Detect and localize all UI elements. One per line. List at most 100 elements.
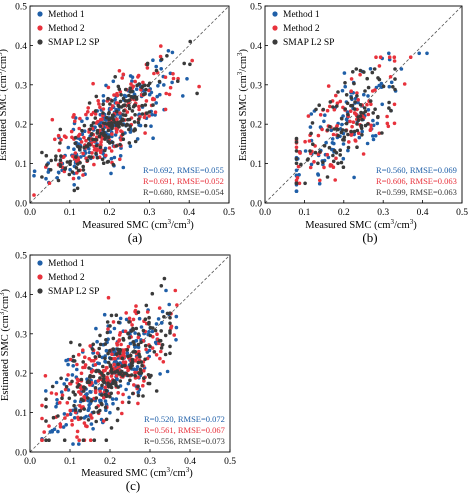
scatter-point bbox=[50, 428, 54, 433]
scatter-point bbox=[114, 130, 119, 134]
y-tick-label: 0.5 bbox=[250, 3, 262, 13]
scatter-point bbox=[359, 123, 364, 128]
scatter-point bbox=[82, 135, 86, 140]
scatter-point bbox=[139, 325, 144, 329]
scatter-point bbox=[118, 111, 122, 115]
x-tick-label: 0.3 bbox=[144, 457, 156, 467]
scatter-point bbox=[106, 383, 111, 387]
legend: Method 1 Method 2 SMAP L2 SP bbox=[37, 10, 99, 48]
scatter-point bbox=[163, 333, 168, 338]
scatter-point bbox=[79, 140, 84, 144]
scatter-point bbox=[378, 55, 383, 59]
scatter-point bbox=[90, 132, 94, 136]
scatter-point bbox=[79, 392, 83, 396]
scatter-point bbox=[145, 66, 150, 70]
scatter-point bbox=[133, 139, 138, 144]
scatter-point bbox=[44, 419, 48, 423]
scatter-point bbox=[128, 124, 132, 128]
legend-label: Method 2 bbox=[283, 24, 320, 34]
scatter-point bbox=[341, 114, 345, 118]
scatter-point bbox=[127, 127, 131, 132]
scatter-point bbox=[120, 411, 124, 416]
scatter-point bbox=[60, 393, 65, 398]
scatter-point bbox=[345, 101, 350, 106]
points-group bbox=[32, 39, 201, 197]
scatter-point bbox=[100, 157, 105, 162]
scatter-point bbox=[68, 167, 72, 172]
scatter-point bbox=[168, 315, 172, 320]
scatter-point bbox=[105, 320, 110, 324]
scatter-point bbox=[322, 119, 326, 124]
scatter-point bbox=[371, 111, 376, 115]
scatter-point bbox=[90, 151, 94, 155]
scatter-point bbox=[141, 328, 146, 333]
scatter-point bbox=[71, 364, 75, 368]
scatter-point bbox=[147, 348, 152, 353]
scatter-point bbox=[327, 145, 332, 150]
scatter-point bbox=[371, 118, 375, 123]
legend-marker bbox=[37, 288, 43, 294]
scatter-point bbox=[66, 388, 71, 392]
scatter-point bbox=[58, 400, 62, 405]
scatter-point bbox=[188, 62, 192, 67]
scatter-point bbox=[110, 352, 114, 357]
scatter-point bbox=[81, 365, 85, 370]
scatter-point bbox=[190, 58, 194, 63]
scatter-point bbox=[154, 322, 159, 326]
scatter-point bbox=[316, 173, 321, 177]
scatter-point bbox=[81, 360, 85, 364]
scatter-point bbox=[106, 360, 111, 365]
scatter-point bbox=[303, 149, 308, 153]
scatter-point bbox=[130, 360, 134, 365]
scatter-point bbox=[85, 116, 89, 121]
scatter-point bbox=[72, 113, 76, 117]
scatter-point bbox=[116, 320, 121, 325]
scatter-point bbox=[127, 98, 132, 102]
scatter-point bbox=[65, 160, 70, 164]
scatter-point bbox=[377, 64, 382, 68]
scatter-point bbox=[308, 165, 313, 170]
scatter-point bbox=[88, 375, 92, 379]
scatter-point bbox=[314, 107, 318, 112]
scatter-point bbox=[68, 159, 73, 164]
scatter-point bbox=[121, 103, 126, 108]
scatter-point bbox=[131, 350, 135, 354]
scatter-point bbox=[332, 107, 337, 112]
scatter-point bbox=[87, 403, 91, 407]
legend-marker bbox=[272, 39, 278, 45]
y-tick-label: 0.2 bbox=[250, 121, 262, 131]
scatter-point bbox=[92, 410, 96, 415]
scatter-point bbox=[115, 377, 119, 382]
scatter-point bbox=[55, 176, 59, 180]
scatter-point bbox=[338, 99, 343, 104]
scatter-point bbox=[370, 70, 375, 75]
scatter-point bbox=[104, 438, 109, 443]
scatter-point bbox=[103, 148, 107, 153]
y-tick-label: 0.4 bbox=[15, 42, 27, 52]
scatter-point bbox=[115, 418, 120, 423]
scatter-point bbox=[128, 74, 133, 78]
stat-bg bbox=[141, 175, 227, 186]
scatter-point bbox=[143, 103, 148, 107]
scatter-point bbox=[73, 392, 77, 397]
scatter-point bbox=[355, 94, 359, 98]
scatter-point bbox=[106, 351, 110, 356]
scatter-point bbox=[340, 122, 344, 127]
scatter-point bbox=[185, 77, 189, 81]
scatter-point bbox=[310, 121, 315, 125]
scatter-point bbox=[118, 154, 123, 158]
scatter-point bbox=[108, 410, 112, 415]
scatter-point bbox=[40, 403, 44, 408]
scatter-point bbox=[142, 376, 146, 381]
scatter-point bbox=[90, 347, 95, 351]
legend-label: Method 1 bbox=[48, 10, 85, 20]
scatter-point bbox=[110, 99, 114, 103]
scatter-point bbox=[353, 138, 358, 142]
scatter-point bbox=[142, 115, 147, 120]
scatter-point bbox=[127, 141, 132, 145]
scatter-point bbox=[96, 119, 100, 124]
stat-bg bbox=[374, 186, 460, 197]
scatter-point bbox=[92, 162, 96, 167]
scatter-point bbox=[104, 338, 108, 342]
scatter-point bbox=[107, 146, 112, 150]
